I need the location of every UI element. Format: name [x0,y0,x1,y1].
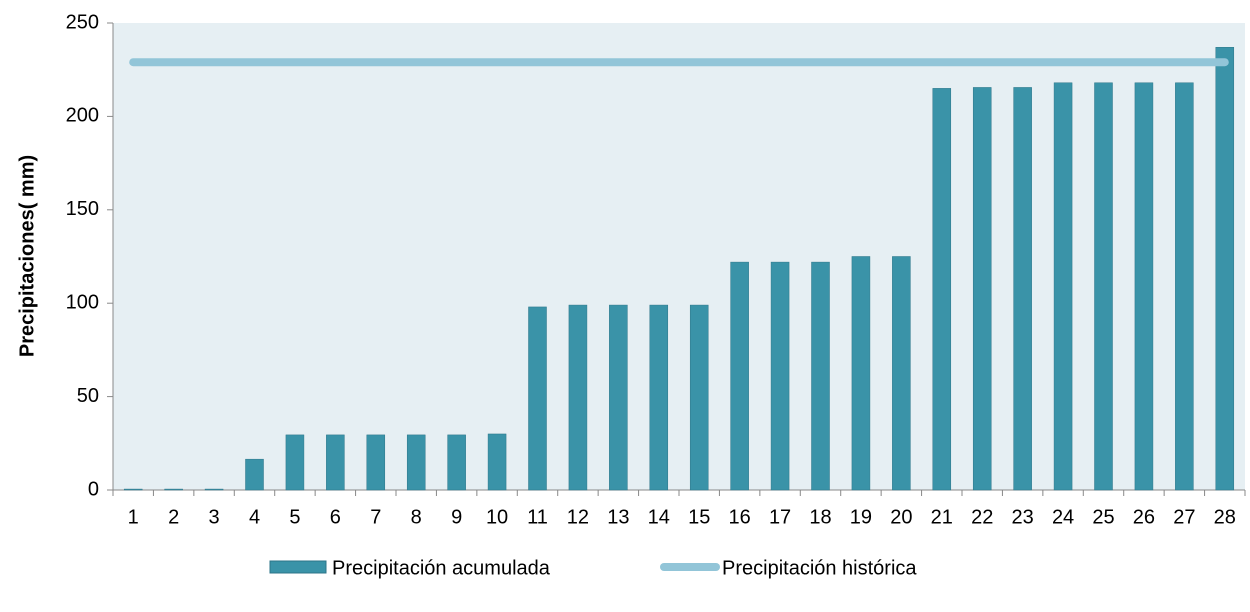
x-tick-label: 10 [486,506,508,528]
bar [1013,87,1032,491]
bar [285,434,305,491]
bar [1175,82,1194,491]
bar [811,261,830,491]
bar [326,434,345,491]
x-tick-label: 14 [648,506,670,528]
bar [568,304,588,491]
bar [689,304,709,491]
y-tick-label: 0 [88,478,99,500]
plot-area [113,23,1245,490]
x-tick-label: 8 [411,506,422,528]
x-tick-label: 7 [370,506,381,528]
x-tick-label: 12 [567,506,589,528]
x-tick-label: 2 [168,506,179,528]
bar [366,434,386,491]
x-tick-label: 9 [451,506,462,528]
bar [932,88,952,491]
bar [1215,47,1235,491]
x-tick-label: 4 [249,506,260,528]
x-tick-label: 28 [1214,506,1236,528]
x-tick-label: 25 [1092,506,1114,528]
x-tick-label: 27 [1173,506,1195,528]
bar [164,488,183,491]
x-tick-label: 11 [527,506,548,528]
bar [1053,82,1073,491]
bar [245,458,264,491]
x-tick-label: 21 [931,506,953,528]
y-tick-label: 100 [66,291,99,313]
legend-swatch [269,560,327,574]
legend-label: Precipitación histórica [722,557,917,579]
bar [851,256,871,491]
legend-label: Precipitación acumulada [332,557,551,579]
bar [609,304,628,491]
bar [123,488,143,491]
y-tick-label: 250 [66,11,99,33]
bar [406,434,426,491]
x-tick-label: 6 [330,506,341,528]
x-tick-label: 24 [1052,506,1074,528]
x-tick-label: 5 [289,506,300,528]
x-tick-label: 19 [850,506,872,528]
x-tick-label: 15 [688,506,710,528]
x-tick-label: 26 [1133,506,1155,528]
bar [487,433,507,491]
y-axis-label: Precipitaciones( mm) [16,155,38,357]
bar [204,488,224,491]
bar [972,87,992,491]
bar [1134,82,1154,491]
bar [649,304,669,491]
y-tick-label: 50 [77,385,99,407]
bar [892,256,911,491]
x-tick-label: 20 [890,506,912,528]
x-tick-label: 23 [1012,506,1034,528]
bar [770,261,790,491]
x-tick-label: 22 [971,506,993,528]
bar [730,261,749,491]
bar [447,434,466,491]
y-tick-label: 150 [66,198,99,220]
x-tick-label: 17 [769,506,791,528]
bar [1094,82,1113,491]
x-tick-label: 3 [209,506,220,528]
y-tick-label: 200 [66,105,99,127]
x-tick-label: 13 [607,506,629,528]
x-tick-label: 16 [729,506,751,528]
x-tick-label: 18 [809,506,831,528]
bar [528,306,547,491]
x-tick-label: 1 [128,506,139,528]
